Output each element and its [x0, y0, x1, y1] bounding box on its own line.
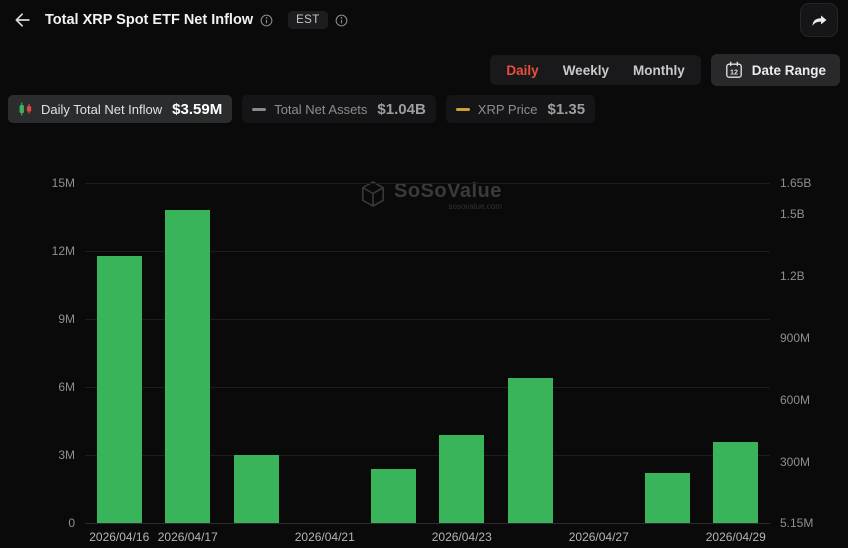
x-axis-label: 2026/04/21 [294, 530, 355, 544]
page-title: Total XRP Spot ETF Net Inflow [45, 12, 254, 28]
arrow-left-icon [15, 13, 30, 27]
gridline [85, 455, 770, 456]
y-axis-left-label: 0 [68, 516, 75, 530]
calendar-icon: 12 [725, 61, 742, 78]
x-axis-label: 2026/04/27 [568, 530, 629, 544]
y-axis-right-label: 1.5B [780, 207, 805, 221]
legend-value: $1.35 [547, 100, 586, 118]
watermark-text: SoSoValue sosovalue.com [394, 180, 502, 211]
tab-daily[interactable]: Daily [494, 59, 550, 82]
legend-value: $1.04B [377, 100, 426, 118]
legend-total-net-assets[interactable]: Total Net Assets $1.04B [242, 95, 436, 123]
chart-bar-2026/04/20[interactable] [233, 455, 279, 523]
y-axis-right-label: 600M [780, 393, 811, 408]
timezone-info-icon[interactable] [335, 14, 348, 27]
x-axis-label: 2026/04/16 [89, 530, 150, 544]
tab-weekly[interactable]: Weekly [551, 59, 621, 82]
date-range-button[interactable]: 12 Date Range [710, 54, 840, 86]
top-bar: Total XRP Spot ETF Net Inflow EST [0, 0, 848, 40]
legend-label: Daily Total Net Inflow [41, 101, 163, 117]
share-icon [811, 15, 826, 26]
watermark-name: SoSoValue [394, 180, 502, 202]
y-axis-right-label: 1.2B [780, 269, 805, 284]
legend-label: XRP Price [477, 101, 538, 117]
x-axis-label: 2026/04/17 [157, 530, 218, 544]
chart-bar-2026/04/28[interactable] [644, 473, 690, 523]
y-axis-left-label: 3M [58, 448, 75, 462]
svg-text:12: 12 [730, 68, 738, 77]
legend-daily-net-inflow[interactable]: Daily Total Net Inflow $3.59M [8, 95, 233, 123]
chart-bar-2026/04/22[interactable] [370, 468, 416, 523]
y-axis-right-label: 300M [780, 455, 811, 470]
gridline [85, 387, 770, 388]
y-axis-right-label: 900M [780, 331, 811, 346]
sosovalue-logo-icon [361, 181, 385, 207]
date-range-label: Date Range [751, 62, 826, 78]
chart-bar-2026/04/24[interactable] [507, 377, 553, 523]
gridline [85, 523, 770, 524]
y-axis-left-label: 6M [58, 380, 75, 394]
legend-xrp-price[interactable]: XRP Price $1.35 [445, 95, 596, 123]
yellow-dash-icon [455, 107, 470, 111]
title-info-icon[interactable] [260, 14, 273, 27]
x-axis-label: 2026/04/23 [431, 530, 492, 544]
gridline [85, 319, 770, 320]
candles-icon [19, 102, 32, 116]
watermark-domain: sosovalue.com [448, 202, 502, 211]
sosovalue-watermark: SoSoValue sosovalue.com [360, 180, 502, 211]
tab-monthly[interactable]: Monthly [621, 59, 697, 82]
x-axis-label: 2026/04/29 [705, 530, 766, 544]
gridline [85, 251, 770, 252]
share-button[interactable] [800, 3, 838, 37]
controls-row: Daily Weekly Monthly 12 Date Range [0, 54, 848, 86]
legend-label: Total Net Assets [274, 101, 368, 117]
gridline [85, 183, 770, 184]
chart-bar-2026/04/23[interactable] [439, 434, 485, 523]
legend-value: $3.59M [172, 100, 223, 118]
gray-dash-icon [252, 107, 267, 111]
timezone-badge: EST [288, 11, 328, 29]
y-axis-right-label: 5.15M [780, 516, 814, 530]
back-button[interactable] [10, 7, 36, 33]
y-axis-left-label: 12M [51, 244, 75, 258]
y-axis-right-label: 1.65B [780, 176, 812, 190]
chart-bar-2026/04/17[interactable] [165, 210, 211, 523]
interval-tabs: Daily Weekly Monthly [490, 55, 701, 85]
legend-row: Daily Total Net Inflow $3.59M Total Net … [0, 95, 848, 123]
chart-bar-2026/04/29[interactable] [713, 441, 759, 523]
y-axis-left-label: 9M [58, 312, 75, 326]
y-axis-left-label: 15M [51, 176, 75, 190]
chart-bar-2026/04/16[interactable] [96, 255, 142, 523]
